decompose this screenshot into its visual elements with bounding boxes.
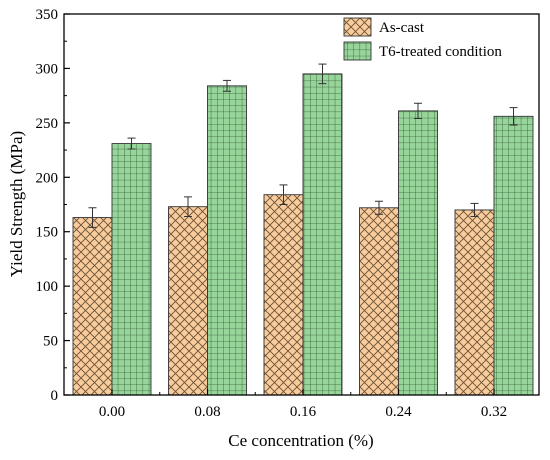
bar-s1-c3 xyxy=(398,110,438,396)
legend-label-1: T6-treated condition xyxy=(379,44,502,60)
y-tick-label-250: 250 xyxy=(36,116,59,132)
bar-s1-c4 xyxy=(493,115,534,396)
bar-s0-c0 xyxy=(72,217,113,396)
bar-s0-c4 xyxy=(454,209,495,396)
x-tick-label-4: 0.32 xyxy=(481,404,507,420)
bar-s1-c0 xyxy=(111,143,152,396)
y-tick-label-350: 350 xyxy=(36,7,59,23)
legend-swatch-1 xyxy=(343,41,372,61)
legend-swatch-0 xyxy=(343,17,372,37)
x-tick-label-1: 0.08 xyxy=(194,404,220,420)
y-tick-label-200: 200 xyxy=(36,170,59,186)
axes: 0 50 100 150 200 250 300 350 0.00 0.08 0.16 0.24 0.3… xyxy=(36,7,508,420)
legend-label-0: As-cast xyxy=(379,20,425,36)
bar-s0-c3 xyxy=(359,207,399,396)
y-tick-label-50: 50 xyxy=(43,334,58,350)
bar-s1-c1 xyxy=(207,85,247,396)
plot-area xyxy=(72,63,534,396)
legend: As-cast T6-treated condition xyxy=(343,17,502,61)
x-tick-label-2: 0.16 xyxy=(290,404,317,420)
x-tick-label-3: 0.24 xyxy=(385,404,412,420)
x-axis-title: Ce concentration (%) xyxy=(228,431,373,450)
bar-s1-c2 xyxy=(302,73,343,396)
y-tick-label-100: 100 xyxy=(36,279,59,295)
x-tick-label-0: 0.00 xyxy=(99,404,125,420)
y-tick-label-0: 0 xyxy=(51,388,59,404)
y-tick-label-300: 300 xyxy=(36,61,59,77)
bar-s0-c2 xyxy=(263,194,304,396)
y-axis-title: Yield Strength (MPa) xyxy=(7,131,26,277)
bar-s0-c1 xyxy=(168,206,208,396)
y-tick-label-150: 150 xyxy=(36,225,59,241)
